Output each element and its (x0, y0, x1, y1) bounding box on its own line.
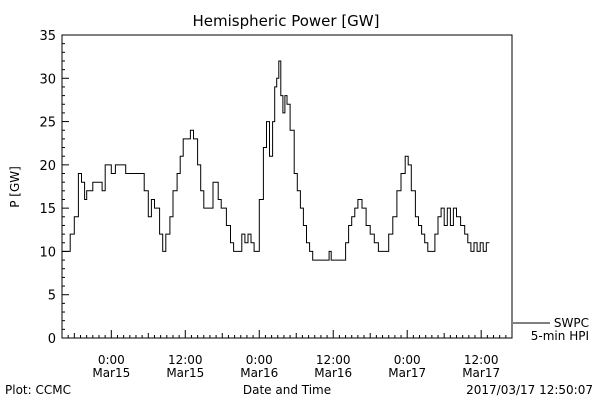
x-tick-label-date: Mar17 (462, 366, 500, 380)
legend-label-swpc: SWPC (554, 316, 589, 330)
y-tick-label: 15 (39, 202, 56, 217)
x-tick-label-time: 12:00 (316, 353, 351, 367)
x-axis-ticks: 0:00Mar1512:00Mar150:00Mar1612:00Mar160:… (61, 330, 513, 380)
plot-frame (61, 34, 513, 339)
hpi-series-line (62, 60, 490, 261)
y-tick-label: 10 (39, 245, 56, 260)
legend-label-hpi: 5-min HPI (531, 329, 589, 343)
x-tick-label-time: 0:00 (98, 353, 125, 367)
y-axis-ticks: 0 5 10 15 20 25 30 35 (39, 29, 69, 347)
y-tick-label: 20 (39, 159, 56, 174)
x-tick-label-date: Mar17 (388, 366, 426, 380)
x-tick-label-time: 0:00 (246, 353, 273, 367)
y-tick-label: 0 (48, 332, 56, 347)
y-tick-label: 25 (39, 116, 56, 131)
x-tick-label-time: 12:00 (168, 353, 203, 367)
x-tick-label-time: 0:00 (394, 353, 421, 367)
x-tick-label-time: 12:00 (464, 353, 499, 367)
plot-timestamp: 2017/03/17 12:50:07 (466, 383, 593, 397)
chart-title: Hemispheric Power [GW] (193, 12, 380, 30)
x-axis-label: Date and Time (243, 383, 331, 397)
x-tick-label-date: Mar15 (166, 366, 204, 380)
x-tick-label-date: Mar16 (314, 366, 352, 380)
y-tick-label: 35 (39, 29, 56, 44)
x-tick-label-date: Mar15 (92, 366, 130, 380)
x-tick-label-date: Mar16 (240, 366, 278, 380)
plot-credit: Plot: CCMC (5, 383, 71, 397)
y-tick-label: 30 (39, 72, 56, 87)
y-tick-label: 5 (48, 289, 56, 304)
y-axis-label: P [GW] (8, 166, 22, 208)
